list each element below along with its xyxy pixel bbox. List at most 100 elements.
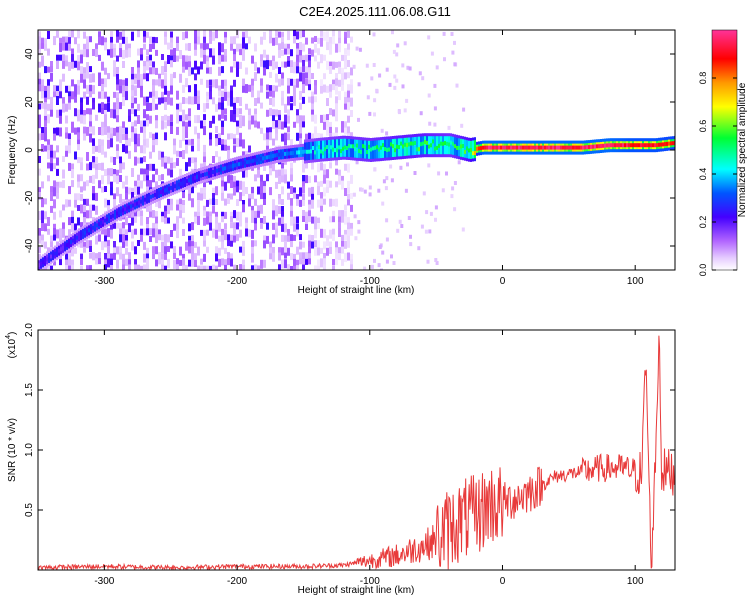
spectrogram-noise-cell [209, 48, 212, 58]
spectrogram-noise-cell [326, 31, 329, 41]
spectrogram-noise-cell [152, 228, 155, 238]
spectrogram-noise-cell [134, 246, 137, 255]
spectrogram-noise-cell [335, 61, 338, 68]
spectrogram-noise-cell [427, 93, 431, 98]
spectrogram-noise-cell [272, 138, 275, 146]
spectrogram-noise-cell [341, 84, 344, 91]
spectrogram-ridge-core [234, 163, 236, 168]
spectrogram-noise-cell [254, 240, 257, 247]
spectrogram-noise-cell [137, 138, 140, 147]
spectrogram-noise-cell [269, 108, 272, 117]
spectrogram-noise-cell [329, 198, 332, 207]
spectrogram-noise-cell [125, 258, 128, 266]
spectrogram-ridge-core [556, 145, 558, 150]
spectrogram-ridge-core [346, 146, 348, 150]
spectrogram-noise-cell [433, 122, 437, 127]
spectrogram-noise-cell [182, 61, 185, 71]
spectrogram-ridge-core [224, 166, 226, 171]
spectrogram-noise-cell [314, 55, 317, 62]
spectrogram-noise-cell [152, 85, 155, 94]
spectrogram-noise-cell [326, 98, 329, 106]
spectrogram-noise-cell [215, 103, 218, 112]
spectrogram-noise-cell [50, 144, 53, 154]
spectrogram-noise-cell [352, 192, 356, 197]
spectrogram-noise-cell [86, 198, 89, 206]
spectrogram-noise-cell [83, 91, 86, 99]
spectrogram-noise-cell [56, 30, 59, 38]
spectrogram-noise-cell [41, 133, 44, 140]
spectrogram-noise-cell [230, 234, 233, 241]
spectrogram-noise-cell [152, 210, 155, 219]
spectrogram-noise-cell [209, 132, 212, 140]
spectrogram-ridge-core [554, 145, 556, 150]
spectrogram-noise-cell [302, 43, 305, 52]
spectrogram-noise-cell [242, 181, 245, 190]
spectrogram-noise-cell [158, 229, 161, 238]
spectrogram-ridge-core [476, 146, 478, 151]
spectrogram-noise-cell [182, 132, 185, 142]
spectrogram-noise-cell [218, 114, 221, 121]
spectrogram-noise-cell [302, 210, 305, 218]
spectrogram-noise-cell [260, 78, 263, 87]
spectrogram-ridge-core [434, 146, 436, 151]
spectrogram-noise-cell [131, 73, 134, 82]
spectrogram-noise-cell [266, 91, 269, 99]
spectrogram-noise-cell [89, 162, 92, 171]
spectrogram-noise-cell [80, 186, 83, 193]
spectrogram-noise-cell [176, 36, 179, 44]
spectrogram-noise-cell [434, 205, 438, 210]
spectrogram-noise-cell [146, 61, 149, 71]
spectrogram-noise-cell [380, 268, 383, 270]
spectrogram-noise-cell [116, 109, 119, 118]
spectrogram-noise-cell [341, 126, 344, 133]
spectrogram-noise-cell [395, 78, 399, 83]
spectrogram-noise-cell [143, 43, 146, 50]
spectrogram-ridge-core [52, 253, 54, 258]
y-tick-label: 1.0 [24, 443, 35, 457]
spectrogram-noise-cell [98, 180, 101, 189]
spectrogram-ridge-core [448, 142, 450, 147]
spectrogram-noise-cell [224, 79, 227, 87]
spectrogram-noise-cell [104, 229, 107, 239]
spectrogram-noise-cell [47, 139, 50, 149]
spectrogram-ridge-core [182, 180, 184, 185]
spectrogram-ridge-core [626, 143, 628, 148]
spectrogram-noise-cell [155, 103, 158, 110]
spectrogram-ridge-core [634, 143, 636, 148]
spectrogram-noise-cell [347, 222, 350, 231]
spectrogram-noise-cell [143, 264, 146, 270]
spectrogram-noise-cell [320, 54, 323, 64]
spectrogram-noise-cell [350, 79, 353, 87]
spectrogram-ridge-core [664, 142, 666, 147]
spectrogram-noise-cell [218, 156, 221, 165]
spectrogram-noise-cell [119, 31, 122, 40]
spectrogram-noise-cell [389, 164, 393, 169]
spectrogram-noise-cell [80, 259, 83, 265]
spectrogram-noise-cell [65, 265, 68, 270]
spectrogram-noise-cell [182, 121, 185, 129]
spectrogram-noise-cell [326, 186, 329, 193]
spectrogram-noise-cell [269, 163, 272, 170]
spectrogram-noise-cell [335, 78, 338, 88]
spectrogram-noise-cell [38, 31, 41, 41]
spectrogram-noise-cell [272, 109, 275, 117]
spectrogram-noise-cell [83, 217, 86, 225]
spectrogram-noise-cell [143, 66, 146, 74]
spectrogram-noise-cell [152, 140, 155, 146]
spectrogram-noise-cell [107, 258, 110, 268]
spectrogram-noise-cell [272, 90, 275, 98]
spectrogram-noise-cell [302, 200, 305, 206]
spectrogram-noise-cell [293, 79, 296, 87]
spectrogram-noise-cell [74, 84, 77, 93]
spectrogram-noise-cell [233, 210, 236, 219]
spectrogram-noise-cell [167, 90, 170, 97]
spectrogram-noise-cell [404, 188, 408, 193]
spectrogram-ridge-cell [474, 140, 476, 159]
spectrogram-noise-cell [56, 96, 59, 105]
spectrogram-noise-cell [215, 199, 218, 205]
spectrogram-noise-cell [344, 91, 347, 100]
spectrogram-noise-cell [164, 121, 167, 129]
spectrogram-noise-cell [77, 114, 80, 122]
spectrogram-noise-cell [155, 139, 158, 146]
spectrogram-noise-cell [221, 235, 224, 245]
